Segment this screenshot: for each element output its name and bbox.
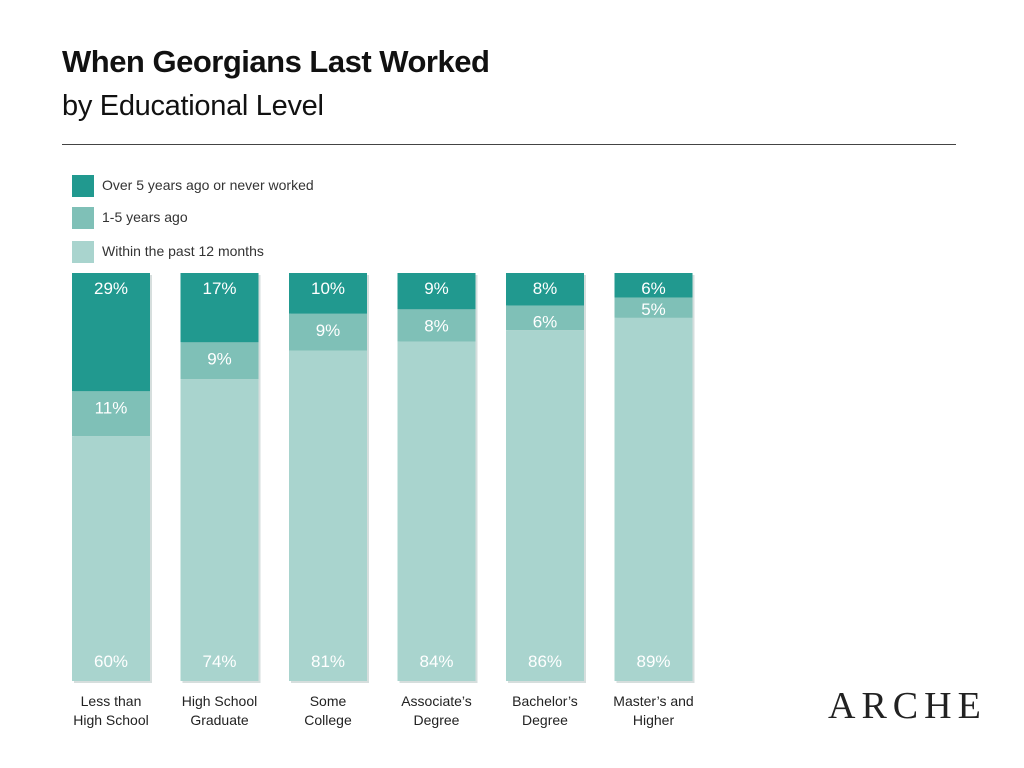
category-label-2-0: Some <box>310 693 347 709</box>
legend-swatch-over5 <box>72 175 94 197</box>
bar-segment-5-2 <box>614 317 693 681</box>
data-label-2-1: 9% <box>316 321 341 340</box>
bar-segment-1-1 <box>180 342 259 380</box>
bar-segment-2-1 <box>289 313 367 351</box>
data-label-4-2: 86% <box>528 652 562 671</box>
data-label-4-0: 8% <box>533 279 558 298</box>
data-label-3-0: 9% <box>424 279 449 298</box>
category-label-4-1: Degree <box>522 712 568 728</box>
data-label-1-0: 17% <box>202 279 236 298</box>
category-label-0-0: Less than <box>81 693 142 709</box>
bar-segment-5-0 <box>614 273 693 298</box>
data-label-0-2: 60% <box>94 652 128 671</box>
bar-segment-5-1 <box>614 297 693 318</box>
legend-swatch-within12 <box>72 241 94 263</box>
category-label-3-0: Associate’s <box>401 693 472 709</box>
chart-subtitle: by Educational Level <box>62 90 324 122</box>
data-label-1-1: 9% <box>207 349 232 368</box>
data-label-3-1: 8% <box>424 316 449 335</box>
bar-segment-3-0 <box>397 273 476 310</box>
data-label-4-1: 6% <box>533 313 558 332</box>
data-label-0-0: 29% <box>94 279 128 298</box>
bar-segment-3-2 <box>397 341 476 681</box>
legend-swatch-1-5 <box>72 207 94 229</box>
data-label-5-0: 6% <box>641 279 666 298</box>
data-label-2-2: 81% <box>311 652 345 671</box>
bar-segment-0-0 <box>72 273 150 392</box>
title-divider <box>62 144 956 145</box>
category-label-3-1: Degree <box>414 712 460 728</box>
bar-segment-3-1 <box>397 309 476 342</box>
arche-logo: ARCHE <box>828 685 987 727</box>
category-label-0-1: High School <box>73 712 149 728</box>
chart-title: When Georgians Last Worked <box>62 44 490 79</box>
bar-segment-1-0 <box>180 273 259 343</box>
bar-segment-0-1 <box>72 391 150 437</box>
category-label-4-0: Bachelor’s <box>512 693 578 709</box>
legend-label-within12: Within the past 12 months <box>102 243 264 259</box>
data-label-3-2: 84% <box>419 652 453 671</box>
bar-segment-4-1 <box>506 305 584 331</box>
legend-label-over5: Over 5 years ago or never worked <box>102 177 314 193</box>
data-label-1-2: 74% <box>202 652 236 671</box>
data-label-2-0: 10% <box>311 279 345 298</box>
bar-segment-2-0 <box>289 273 367 314</box>
bar-segment-4-0 <box>506 273 584 306</box>
data-label-5-2: 89% <box>636 652 670 671</box>
legend-label-1-5: 1-5 years ago <box>102 209 188 225</box>
bar-segment-0-2 <box>72 436 150 681</box>
data-label-5-1: 5% <box>641 300 666 319</box>
category-label-1-0: High School <box>182 693 258 709</box>
data-label-0-1: 11% <box>95 398 128 417</box>
category-label-2-1: College <box>304 712 352 728</box>
category-label-1-1: Graduate <box>190 712 249 728</box>
category-label-5-0: Master’s and <box>613 693 693 709</box>
bar-segment-2-2 <box>289 350 367 681</box>
bar-segment-1-2 <box>180 379 259 681</box>
category-label-5-1: Higher <box>633 712 675 728</box>
bar-segment-4-2 <box>506 330 584 681</box>
